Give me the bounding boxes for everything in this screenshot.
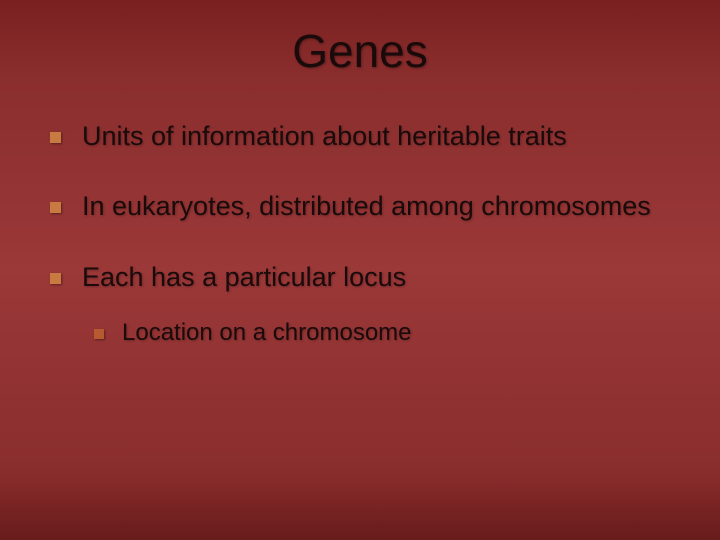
bullet-text: Units of information about heritable tra…: [82, 121, 567, 151]
list-item: In eukaryotes, distributed among chromos…: [48, 188, 672, 224]
bullet-list: Units of information about heritable tra…: [48, 118, 672, 350]
bullet-text: In eukaryotes, distributed among chromos…: [82, 191, 651, 221]
sub-bullet-text: Location on a chromosome: [122, 319, 412, 346]
list-item: Each has a particular locus Location on …: [48, 259, 672, 350]
list-item: Units of information about heritable tra…: [48, 118, 672, 154]
bullet-text: Each has a particular locus: [82, 262, 406, 292]
sub-list-item: Location on a chromosome: [82, 317, 672, 349]
slide-title: Genes: [48, 24, 672, 78]
sub-bullet-list: Location on a chromosome: [82, 317, 672, 349]
slide: Genes Units of information about heritab…: [0, 0, 720, 540]
